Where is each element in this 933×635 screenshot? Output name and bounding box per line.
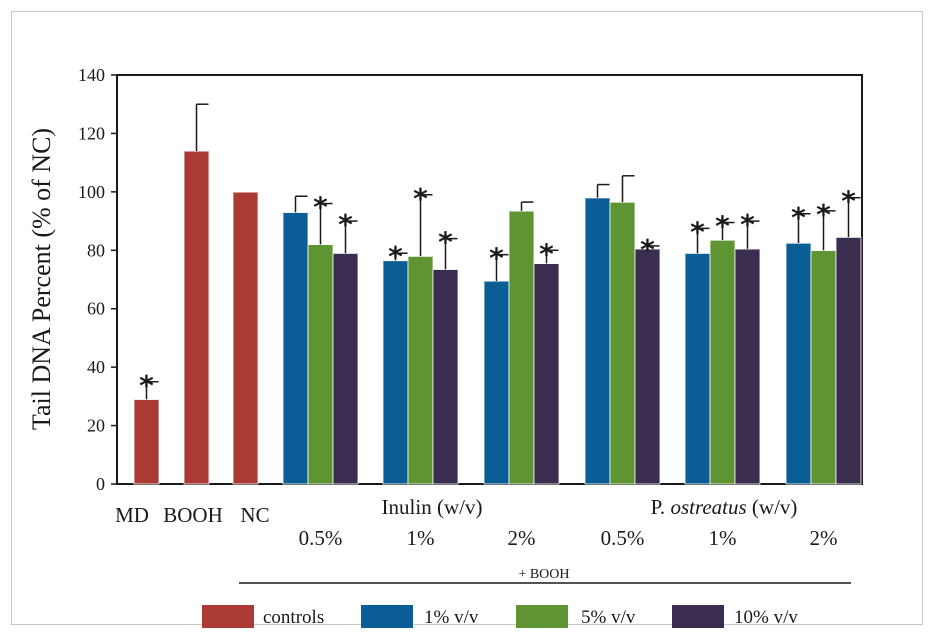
bar bbox=[835, 236, 862, 485]
bar bbox=[407, 255, 434, 485]
control-label: MD bbox=[115, 503, 149, 527]
significance-star: * bbox=[388, 240, 403, 273]
group-title-suffix: (w/v) bbox=[747, 495, 798, 519]
significance-star: * bbox=[438, 226, 453, 259]
bar bbox=[709, 239, 736, 485]
significance-star: * bbox=[816, 198, 831, 231]
group-concentration-label: 1% bbox=[709, 526, 737, 550]
legend-label: 5% v/v bbox=[581, 607, 636, 628]
bar bbox=[282, 211, 309, 485]
legend-swatch bbox=[516, 605, 568, 628]
y-tick-label: 0 bbox=[96, 474, 105, 494]
significance-star: * bbox=[690, 215, 705, 248]
group-title-inulin: Inulin (w/v) bbox=[382, 495, 483, 519]
bar bbox=[483, 280, 510, 485]
bar bbox=[382, 260, 409, 485]
control-label: NC bbox=[240, 503, 269, 527]
bar bbox=[307, 244, 334, 485]
significance-star: * bbox=[715, 210, 730, 243]
labels: MD BOOH NC 0.5% 1% 2% 0.5% 1% 2% bbox=[115, 503, 837, 550]
significance-star: * bbox=[413, 182, 428, 215]
significance-star: * bbox=[139, 369, 154, 402]
bar bbox=[133, 398, 160, 485]
significance-star: * bbox=[841, 185, 856, 218]
y-tick-label: 140 bbox=[78, 65, 105, 85]
group-concentration-label: 2% bbox=[810, 526, 838, 550]
bar bbox=[684, 252, 711, 485]
legend-swatch bbox=[361, 605, 413, 628]
bar bbox=[734, 248, 761, 485]
group-concentration-label: 1% bbox=[407, 526, 435, 550]
bar bbox=[584, 197, 611, 485]
y-tick-label: 80 bbox=[87, 240, 105, 260]
significance-star: * bbox=[740, 208, 755, 241]
bar bbox=[810, 249, 837, 485]
group-title-prefix: P. bbox=[651, 495, 671, 519]
y-axis-label: Tail DNA Percent (% of NC) bbox=[27, 128, 56, 430]
group-title-italic: ostreatus bbox=[670, 495, 746, 519]
figure-frame bbox=[11, 11, 923, 625]
significance-star: * bbox=[338, 208, 353, 241]
significance-star: * bbox=[791, 201, 806, 234]
group-concentration-label: 0.5% bbox=[299, 526, 343, 550]
control-label: BOOH bbox=[163, 503, 223, 527]
bars: * * * * * * * * * * * * * * * bbox=[133, 103, 862, 485]
legend-swatch bbox=[202, 605, 254, 628]
group-concentration-label: 2% bbox=[508, 526, 536, 550]
bar bbox=[785, 242, 812, 485]
bar bbox=[183, 150, 210, 485]
bar bbox=[332, 252, 359, 485]
legend-swatch bbox=[672, 605, 724, 628]
bar bbox=[634, 248, 661, 485]
significance-star: * bbox=[539, 237, 554, 270]
legend-label: 1% v/v bbox=[424, 607, 479, 628]
significance-star: * bbox=[313, 191, 328, 224]
y-tick-label: 120 bbox=[78, 123, 105, 143]
bar bbox=[533, 263, 560, 485]
y-tick-label: 40 bbox=[87, 357, 105, 377]
bracket-label: + BOOH bbox=[518, 567, 569, 582]
y-tick-label: 60 bbox=[87, 299, 105, 319]
group-title-p-ostreatus: P. ostreatus (w/v) bbox=[651, 495, 798, 519]
legend: controls 1% v/v 5% v/v 10% v/v bbox=[202, 605, 798, 628]
bar bbox=[609, 201, 636, 485]
legend-label: controls bbox=[263, 607, 324, 628]
y-tick-label: 100 bbox=[78, 182, 105, 202]
bar bbox=[232, 191, 259, 485]
significance-star: * bbox=[489, 242, 504, 275]
y-tick-label: 20 bbox=[87, 416, 105, 436]
bar bbox=[432, 268, 459, 485]
significance-star: * bbox=[640, 233, 655, 266]
legend-label: 10% v/v bbox=[734, 607, 798, 628]
group-concentration-label: 0.5% bbox=[601, 526, 645, 550]
bar bbox=[508, 210, 535, 485]
